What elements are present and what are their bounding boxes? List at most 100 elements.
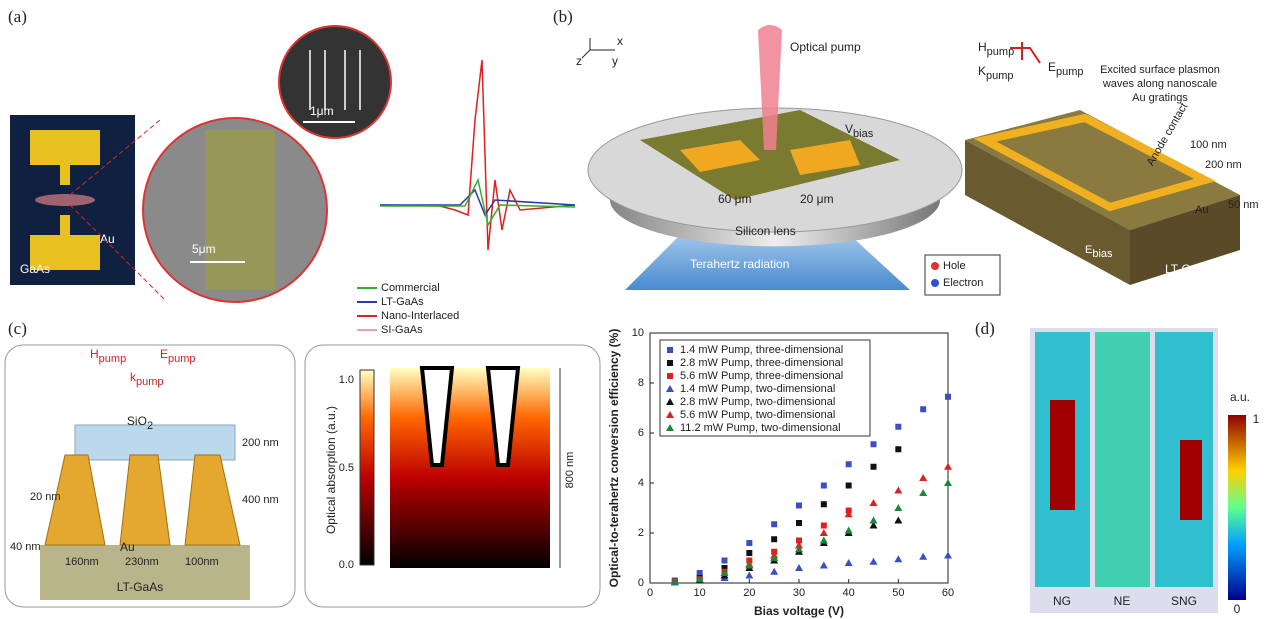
marker	[895, 424, 901, 430]
x-tick-label: 50	[892, 587, 904, 599]
y-tick-label: 8	[638, 377, 644, 389]
marker	[919, 474, 927, 481]
colorbar-unit: a.u.	[1230, 390, 1250, 404]
chart: Optical-to-terahertz conversion efficien…	[607, 327, 954, 618]
structure-label: NE	[1114, 594, 1131, 608]
marker	[795, 564, 803, 571]
marker	[796, 503, 802, 509]
marker	[894, 517, 902, 524]
legend-label: Commercial	[381, 282, 440, 294]
marker	[771, 536, 777, 542]
subscript: pump	[1056, 66, 1084, 78]
label: 200 nm	[242, 437, 279, 449]
figure: (a) (b) (c) (d) GaAs Au 5μm 1μm Commerci…	[0, 0, 1268, 619]
marker	[846, 483, 852, 489]
label: 20 μm	[800, 192, 834, 206]
marker	[944, 479, 952, 486]
marker	[722, 558, 728, 564]
legend-label: Electron	[943, 277, 983, 289]
symbol: K	[978, 64, 986, 78]
legend-label: 11.2 mW Pump, two-dimensional	[680, 422, 841, 434]
symbol: E	[1048, 60, 1056, 74]
y-tick-label: 6	[638, 427, 644, 439]
marker	[894, 504, 902, 511]
colorbar-tick: 0	[1234, 602, 1241, 616]
caption: waves along nanoscale	[1102, 78, 1217, 90]
legend-label: 2.8 mW Pump, two-dimensional	[680, 396, 835, 408]
marker	[919, 489, 927, 496]
marker	[871, 464, 877, 470]
label: Hpump	[978, 40, 1014, 58]
field-map	[1095, 332, 1150, 587]
y-tick-label: 2	[638, 527, 644, 539]
x-tick-label: 20	[743, 587, 755, 599]
y-tick-label: 0	[638, 577, 644, 589]
label: 100nm	[185, 556, 219, 568]
label: Au	[120, 540, 135, 554]
label: 230nm	[125, 556, 159, 568]
panel-c-map: 1.0 0.5 0.0 Optical absorption (a.u.) 80…	[305, 345, 600, 607]
legend-marker	[667, 347, 673, 353]
subscript: 2	[147, 420, 153, 432]
panel-a: GaAs Au 5μm 1μm Commercial LT-GaAs Nano-…	[10, 26, 575, 336]
label: Silicon lens	[735, 224, 796, 238]
legend-label: Nano-Interlaced	[381, 310, 459, 322]
label: 5μm	[192, 242, 216, 256]
label: 20 nm	[30, 491, 61, 503]
subscript: pump	[99, 353, 127, 365]
colorbar	[360, 370, 374, 565]
subscript: bias	[1092, 248, 1113, 260]
x-tick-label: 10	[694, 587, 706, 599]
x-axis-title: Bias voltage (V)	[754, 604, 844, 618]
marker	[795, 545, 803, 552]
legend-label: 1.4 mW Pump, three-dimensional	[680, 344, 843, 356]
colorbar-tick: 1	[1253, 412, 1260, 426]
label: Au	[100, 232, 115, 246]
structure-label: NG	[1053, 594, 1071, 608]
symbol: E	[160, 347, 168, 361]
marker	[895, 446, 901, 452]
marker	[870, 499, 878, 506]
panel-c-structure: Hpump Epump kpump SiO2 200 nm 400 nm 20 …	[5, 345, 295, 607]
panel-label: (b)	[553, 7, 573, 26]
y-tick-label: 4	[638, 477, 644, 489]
marker	[821, 523, 827, 529]
label: Kpump	[978, 64, 1014, 82]
label: 1μm	[310, 104, 334, 118]
marker	[821, 483, 827, 489]
legend: Commercial LT-GaAs Nano-Interlaced SI-Ga…	[357, 282, 459, 336]
subscript: pump	[168, 353, 196, 365]
marker	[821, 501, 827, 507]
panel-b-left: x y z Optical pump Vbias 60 μm 20 μm Sil…	[576, 25, 962, 290]
legend-label: 2.8 mW Pump, three-dimensional	[680, 357, 843, 369]
label: 800 nm	[564, 452, 576, 489]
marker	[771, 521, 777, 527]
marker	[820, 537, 828, 544]
y-axis-title: Optical-to-terahertz conversion efficien…	[607, 329, 621, 588]
axes-icon	[582, 38, 615, 58]
marker	[846, 461, 852, 467]
marker	[920, 406, 926, 412]
label: 200 nm	[1205, 159, 1242, 171]
grating	[205, 130, 275, 290]
label: 60 μm	[718, 192, 752, 206]
marker	[944, 463, 952, 470]
axis-name: y	[612, 54, 618, 68]
structure-label: SNG	[1171, 594, 1197, 608]
subscript: bias	[853, 128, 874, 140]
colorbar	[1228, 415, 1246, 600]
colorbar-tick: 1.0	[339, 374, 354, 386]
marker	[746, 550, 752, 556]
label: 50 nm	[1228, 199, 1259, 211]
label: 100 nm	[1190, 139, 1227, 151]
hotspot	[1050, 400, 1075, 510]
marker	[820, 529, 828, 536]
marker	[894, 555, 902, 562]
symbol: SiO	[127, 414, 147, 428]
label: GaAs	[20, 262, 50, 276]
marker	[745, 572, 753, 579]
label: 400 nm	[242, 494, 279, 506]
panel-label: (a)	[8, 7, 27, 26]
symbol: E	[1085, 244, 1092, 256]
x-tick-label: 0	[647, 587, 653, 599]
